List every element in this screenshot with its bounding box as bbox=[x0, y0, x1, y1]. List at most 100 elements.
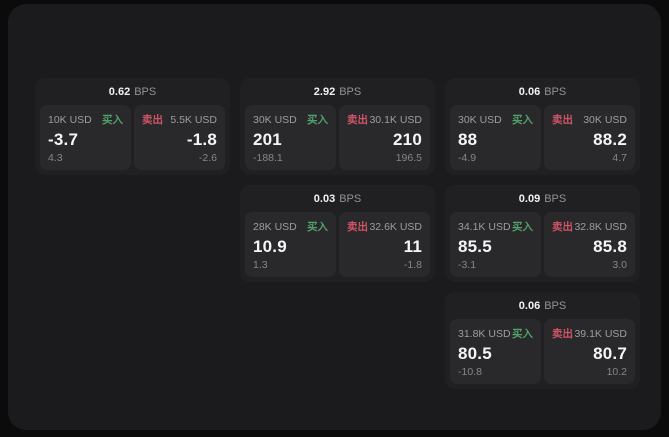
sell-tag: 卖出 bbox=[552, 114, 573, 126]
spread-value: 0.06 bbox=[518, 85, 541, 98]
quote-cards-grid: 0.62 BPS 10K USD 买入 -3.7 4.3 卖出 5.5K USD bbox=[35, 78, 640, 389]
quote-card: 0.03 BPS 28K USD 买入 10.9 1.3 卖出 32.6K US… bbox=[240, 185, 435, 282]
quote-body: 28K USD 买入 10.9 1.3 卖出 32.6K USD 11 -1.8 bbox=[240, 212, 435, 282]
spread-header: 0.09 BPS bbox=[445, 185, 640, 212]
app-surface: 0.62 BPS 10K USD 买入 -3.7 4.3 卖出 5.5K USD bbox=[8, 4, 661, 430]
buy-tag: 买入 bbox=[512, 114, 533, 126]
buy-size-label: 34.1K USD bbox=[458, 220, 511, 233]
buy-size-label: 31.8K USD bbox=[458, 327, 511, 340]
sell-panel[interactable]: 卖出 32.6K USD 11 -1.8 bbox=[339, 212, 430, 277]
buy-panel-top: 10K USD 买入 bbox=[48, 112, 123, 127]
buy-price: 88 bbox=[458, 129, 478, 149]
quote-card: 0.06 BPS 31.8K USD 买入 80.5 -10.8 卖出 39.1… bbox=[445, 292, 640, 389]
spread-header: 0.03 BPS bbox=[240, 185, 435, 212]
buy-price: 85.5 bbox=[458, 236, 492, 256]
sell-tag: 卖出 bbox=[142, 114, 163, 126]
spread-unit-label: BPS bbox=[134, 85, 157, 98]
sell-panel[interactable]: 卖出 32.8K USD 85.8 3.0 bbox=[544, 212, 635, 277]
buy-panel[interactable]: 10K USD 买入 -3.7 4.3 bbox=[40, 105, 131, 170]
buy-panel-top: 34.1K USD 买入 bbox=[458, 219, 533, 234]
buy-panel[interactable]: 34.1K USD 买入 85.5 -3.1 bbox=[450, 212, 541, 277]
quote-body: 10K USD 买入 -3.7 4.3 卖出 5.5K USD -1.8 -2.… bbox=[35, 105, 230, 175]
spread-value: 0.09 bbox=[518, 192, 541, 205]
buy-size-label: 30K USD bbox=[253, 113, 297, 126]
spread-unit-label: BPS bbox=[544, 299, 567, 312]
sell-price: 210 bbox=[393, 129, 422, 149]
spread-value: 0.62 bbox=[108, 85, 131, 98]
spread-unit-label: BPS bbox=[544, 192, 567, 205]
spread-header: 2.92 BPS bbox=[240, 78, 435, 105]
buy-price: 10.9 bbox=[253, 236, 287, 256]
sell-delta: 10.2 bbox=[606, 366, 627, 378]
buy-panel[interactable]: 30K USD 买入 88 -4.9 bbox=[450, 105, 541, 170]
sell-panel[interactable]: 卖出 5.5K USD -1.8 -2.6 bbox=[134, 105, 225, 170]
sell-tag: 卖出 bbox=[347, 114, 368, 126]
quote-body: 30K USD 买入 88 -4.9 卖出 30K USD 88.2 4.7 bbox=[445, 105, 640, 175]
buy-delta: 4.3 bbox=[48, 152, 63, 164]
sell-delta: 196.5 bbox=[395, 152, 422, 164]
sell-delta: 4.7 bbox=[612, 152, 627, 164]
sell-delta: -2.6 bbox=[198, 152, 217, 164]
quote-card: 0.06 BPS 30K USD 买入 88 -4.9 卖出 30K USD bbox=[445, 78, 640, 175]
buy-panel-top: 31.8K USD 买入 bbox=[458, 326, 533, 341]
spread-unit-label: BPS bbox=[339, 85, 362, 98]
buy-size-label: 10K USD bbox=[48, 113, 92, 126]
sell-delta: -1.8 bbox=[403, 259, 422, 271]
buy-size-label: 30K USD bbox=[458, 113, 502, 126]
quote-card: 0.62 BPS 10K USD 买入 -3.7 4.3 卖出 5.5K USD bbox=[35, 78, 230, 175]
spread-value: 0.03 bbox=[313, 192, 336, 205]
buy-tag: 买入 bbox=[102, 114, 123, 126]
spread-header: 0.06 BPS bbox=[445, 78, 640, 105]
buy-price: 80.5 bbox=[458, 343, 492, 363]
buy-panel-top: 30K USD 买入 bbox=[458, 112, 533, 127]
quote-body: 34.1K USD 买入 85.5 -3.1 卖出 32.8K USD 85.8… bbox=[445, 212, 640, 282]
buy-delta: -188.1 bbox=[253, 152, 283, 164]
sell-panel-top: 卖出 5.5K USD bbox=[142, 112, 217, 127]
quote-body: 31.8K USD 买入 80.5 -10.8 卖出 39.1K USD 80.… bbox=[445, 319, 640, 389]
quote-card: 0.09 BPS 34.1K USD 买入 85.5 -3.1 卖出 32.8K… bbox=[445, 185, 640, 282]
spread-header: 0.06 BPS bbox=[445, 292, 640, 319]
buy-price: -3.7 bbox=[48, 129, 79, 149]
buy-panel[interactable]: 31.8K USD 买入 80.5 -10.8 bbox=[450, 319, 541, 384]
sell-tag: 卖出 bbox=[552, 328, 573, 340]
sell-delta: 3.0 bbox=[612, 259, 627, 271]
sell-price: 80.7 bbox=[593, 343, 627, 363]
sell-size-label: 39.1K USD bbox=[574, 327, 627, 340]
buy-panel[interactable]: 28K USD 买入 10.9 1.3 bbox=[245, 212, 336, 277]
spread-unit-label: BPS bbox=[339, 192, 362, 205]
sell-price: 85.8 bbox=[593, 236, 627, 256]
buy-panel-top: 28K USD 买入 bbox=[253, 219, 328, 234]
sell-panel-top: 卖出 32.8K USD bbox=[552, 219, 627, 234]
sell-tag: 卖出 bbox=[347, 221, 368, 233]
buy-delta: -10.8 bbox=[458, 366, 482, 378]
spread-unit-label: BPS bbox=[544, 85, 567, 98]
sell-size-label: 32.6K USD bbox=[369, 220, 422, 233]
spread-header: 0.62 BPS bbox=[35, 78, 230, 105]
sell-price: 11 bbox=[403, 236, 422, 256]
sell-panel[interactable]: 卖出 30K USD 88.2 4.7 bbox=[544, 105, 635, 170]
sell-panel-top: 卖出 32.6K USD bbox=[347, 219, 422, 234]
buy-delta: 1.3 bbox=[253, 259, 268, 271]
sell-panel[interactable]: 卖出 30.1K USD 210 196.5 bbox=[339, 105, 430, 170]
quote-body: 30K USD 买入 201 -188.1 卖出 30.1K USD 210 1… bbox=[240, 105, 435, 175]
sell-panel-top: 卖出 30K USD bbox=[552, 112, 627, 127]
buy-price: 201 bbox=[253, 129, 282, 149]
buy-tag: 买入 bbox=[512, 221, 533, 233]
sell-price: 88.2 bbox=[593, 129, 627, 149]
quote-card: 2.92 BPS 30K USD 买入 201 -188.1 卖出 30.1K … bbox=[240, 78, 435, 175]
buy-panel[interactable]: 30K USD 买入 201 -188.1 bbox=[245, 105, 336, 170]
sell-price: -1.8 bbox=[186, 129, 217, 149]
sell-panel-top: 卖出 30.1K USD bbox=[347, 112, 422, 127]
buy-tag: 买入 bbox=[512, 328, 533, 340]
buy-delta: -4.9 bbox=[458, 152, 477, 164]
sell-panel-top: 卖出 39.1K USD bbox=[552, 326, 627, 341]
sell-size-label: 5.5K USD bbox=[170, 113, 217, 126]
sell-size-label: 30K USD bbox=[583, 113, 627, 126]
sell-size-label: 30.1K USD bbox=[369, 113, 422, 126]
sell-panel[interactable]: 卖出 39.1K USD 80.7 10.2 bbox=[544, 319, 635, 384]
sell-tag: 卖出 bbox=[552, 221, 573, 233]
spread-value: 2.92 bbox=[313, 85, 336, 98]
spread-value: 0.06 bbox=[518, 299, 541, 312]
buy-tag: 买入 bbox=[307, 221, 328, 233]
sell-size-label: 32.8K USD bbox=[574, 220, 627, 233]
